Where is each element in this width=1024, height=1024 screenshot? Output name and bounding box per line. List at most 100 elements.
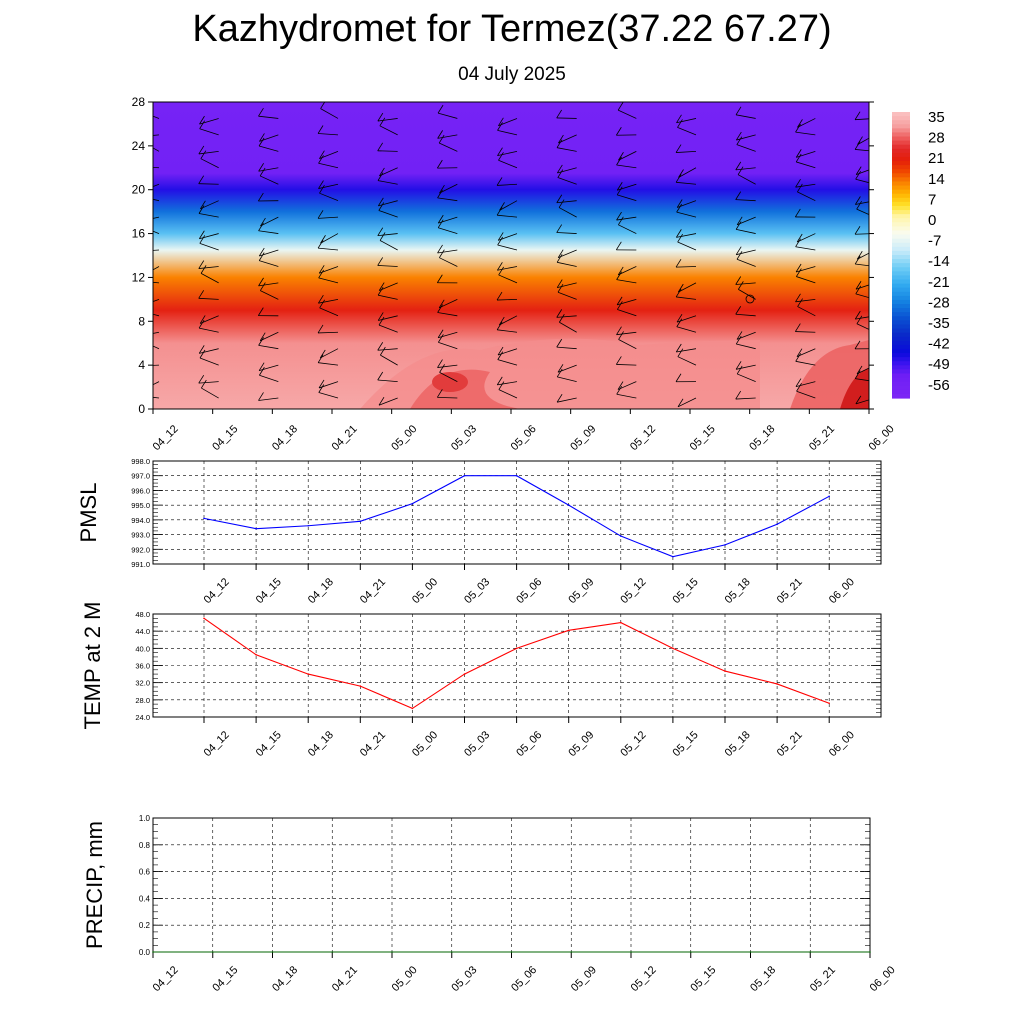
wind-barb <box>498 274 518 284</box>
colorbar-label: 14 <box>928 171 945 188</box>
x-tick-label: 04_15 <box>210 964 240 994</box>
wind-barb-feather <box>140 298 145 306</box>
wind-barb <box>558 249 577 259</box>
wind-barb-feather <box>856 315 863 325</box>
wind-barb <box>618 224 637 234</box>
wind-barb <box>201 387 219 399</box>
wind-barb-feather <box>675 174 682 183</box>
wind-barb-feather <box>379 167 385 177</box>
colorbar-segment <box>892 312 910 317</box>
colorbar-segment <box>892 381 910 387</box>
wind-barb <box>199 327 219 333</box>
wind-barb-feather <box>736 131 742 141</box>
upper-air-heatmap: 0 4 8 12 16 20 24 28 04_12 04_15 04_18 04_21 05_00 05… <box>132 95 897 453</box>
wind-barb-feather <box>796 268 802 277</box>
wind-barb-feather <box>557 169 564 178</box>
wind-barb-feather <box>735 221 742 230</box>
wind-barb <box>198 266 219 269</box>
wind-barb-feather <box>257 307 264 316</box>
x-tick-label: 05_15 <box>671 576 701 606</box>
y-tick-label: 0.8 <box>139 841 151 850</box>
wind-barb-feather <box>258 107 264 117</box>
wind-barb <box>153 249 160 251</box>
colorbar-segment <box>892 332 910 338</box>
wind-barb <box>377 348 398 351</box>
wind-barb <box>735 199 756 202</box>
colorbar-segment <box>892 263 910 268</box>
colorbar-segment <box>892 393 910 399</box>
wind-barb-feather <box>437 214 444 224</box>
wind-barb-feather <box>616 296 623 306</box>
wind-barb <box>318 183 339 189</box>
wind-barb-feather <box>735 306 742 315</box>
x-tick-label: 05_06 <box>509 964 539 994</box>
wind-barb-feather <box>736 331 743 340</box>
wind-barb-feather <box>556 338 563 348</box>
x-tick-label: 05_06 <box>514 729 544 759</box>
wind-barb-feather <box>556 224 563 233</box>
wind-barb-feather <box>496 291 503 301</box>
wind-barb <box>677 356 697 366</box>
wind-barb-feather <box>616 186 623 196</box>
data-point <box>152 951 154 953</box>
wind-barb-feather <box>258 247 265 257</box>
wind-barb-feather <box>854 255 861 265</box>
data-point <box>828 702 830 705</box>
wind-barb-feather <box>676 313 683 323</box>
wind-barb-feather <box>497 262 503 271</box>
wind-barb-feather <box>677 119 683 128</box>
colorbar-label: 21 <box>928 150 945 167</box>
wind-barb-feather <box>320 235 326 244</box>
x-tick-label: 04_12 <box>151 964 181 994</box>
y-axis-label: PRECIP, mm <box>82 821 107 949</box>
wind-barb <box>499 315 518 326</box>
wind-barb-feather <box>855 171 861 180</box>
wind-barb-feather <box>855 196 861 205</box>
data-point <box>463 474 466 477</box>
x-tick-label: 04_12 <box>202 576 232 606</box>
wind-barb <box>437 112 458 119</box>
wind-barb-feather <box>198 345 205 354</box>
wind-barb <box>378 397 398 406</box>
wind-barb <box>736 134 756 141</box>
wind-barb <box>558 134 577 144</box>
colorbar-segment <box>892 132 910 138</box>
wind-barb <box>855 399 869 405</box>
colorbar-segment <box>892 365 910 370</box>
wind-barb <box>617 194 637 202</box>
colorbar-segment <box>892 116 910 121</box>
wind-barb-feather <box>200 200 206 210</box>
data-point <box>510 951 513 953</box>
wind-barb-feather <box>616 271 622 280</box>
wind-barb <box>855 149 869 152</box>
wind-barb-feather <box>199 349 206 359</box>
wind-barb-feather <box>378 202 385 211</box>
wind-barb-feather <box>558 134 564 144</box>
wind-barb <box>198 297 219 300</box>
wind-barb <box>437 134 458 139</box>
wind-barb-feather <box>618 216 624 226</box>
wind-barb <box>259 134 279 142</box>
wind-barb <box>379 167 398 177</box>
colorbar-segment <box>892 128 910 134</box>
wind-barb <box>153 331 160 334</box>
colorbar-segment <box>892 377 910 383</box>
data-point <box>672 555 674 558</box>
wind-barb-feather <box>139 243 144 251</box>
surface-warm-patches <box>360 338 869 409</box>
y-tick-label: 997.0 <box>131 472 150 481</box>
colorbar-segment <box>892 177 910 183</box>
wind-barb <box>559 321 577 333</box>
wind-barb <box>258 282 279 287</box>
wind-barb-feather <box>498 381 505 390</box>
wind-barb <box>259 249 279 257</box>
x-tick-label: 05_03 <box>449 423 479 453</box>
wind-barb-feather <box>676 318 683 327</box>
x-tick-label: 05_12 <box>618 576 648 606</box>
wind-barb <box>676 118 697 124</box>
wind-barb-feather <box>496 321 503 331</box>
wind-barb-feather <box>198 374 205 384</box>
wind-barb <box>198 213 219 218</box>
wind-barb-feather <box>318 379 325 389</box>
wind-barb-feather <box>735 191 742 200</box>
